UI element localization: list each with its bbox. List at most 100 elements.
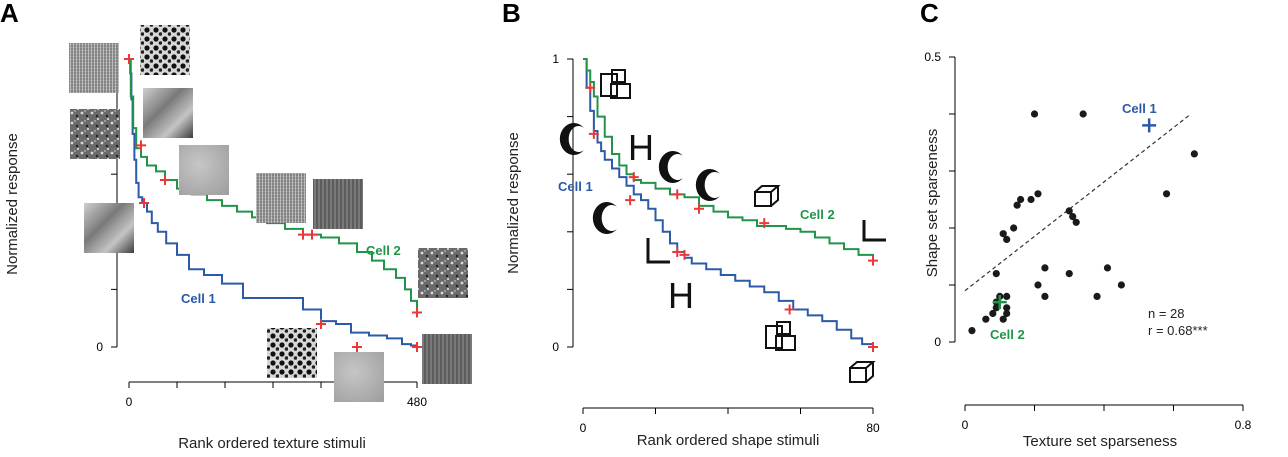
texture-thumbnail — [313, 179, 363, 229]
scatter-point — [982, 315, 990, 323]
stimulus-marker — [672, 246, 683, 257]
panel-c-x-axis-title: Texture set sparseness — [1023, 433, 1177, 450]
texture-thumbnail — [418, 248, 468, 298]
panel-letter-a: A — [0, 0, 19, 28]
y-tick-label: 0 — [934, 335, 941, 349]
stimulus-marker — [625, 195, 636, 206]
panel-c-cell1-label: Cell 1 — [1122, 101, 1157, 116]
panel-c-fit-line — [964, 113, 1192, 292]
scatter-point — [1093, 292, 1101, 300]
stimulus-marker — [588, 128, 599, 139]
stimulus-marker — [139, 198, 149, 208]
scatter-point — [1017, 195, 1025, 204]
panel-a-markers — [124, 54, 422, 352]
scatter-point — [1003, 235, 1011, 243]
x-tick-label: 0.8 — [1235, 418, 1252, 432]
texture-thumbnail — [267, 328, 317, 378]
scatter-point — [1034, 281, 1042, 289]
stimulus-marker — [298, 229, 308, 240]
stimulus-marker — [868, 342, 878, 352]
stimulus-marker — [759, 218, 770, 229]
panel-a-series — [129, 58, 418, 347]
stimulus-marker — [124, 54, 134, 64]
stimulus-marker — [784, 304, 795, 315]
x-tick-label: 480 — [407, 395, 427, 409]
scatter-point — [968, 327, 976, 335]
cube-shape-icon — [849, 361, 876, 383]
panel-b-axes: 0 80 0 1 — [552, 52, 880, 435]
y-tick-label: 0 — [96, 340, 103, 354]
scatter-point — [1065, 270, 1073, 278]
stimulus-marker — [160, 174, 170, 185]
stimulus-marker — [136, 140, 146, 151]
h-letter-shape-icon: H — [668, 275, 694, 316]
scatter-point — [1065, 207, 1073, 215]
stat-n: n = 28 — [1148, 306, 1185, 321]
texture-thumbnail — [422, 334, 472, 384]
panel-a-x-axis-title: Rank ordered texture stimuli — [178, 435, 366, 452]
panel-b-cell1-label: Cell 1 — [558, 179, 593, 194]
texture-thumbnail — [84, 203, 134, 253]
stimulus-marker — [412, 342, 422, 352]
cell1-response-line — [583, 58, 874, 347]
texture-thumbnail — [334, 352, 384, 402]
stacked-boxes-shape-icon — [600, 69, 631, 99]
stat-r: r = 0.68*** — [1148, 323, 1208, 338]
y-tick-label: 0 — [552, 340, 559, 354]
x-tick-label: 80 — [866, 421, 880, 435]
l-shape-icon — [646, 238, 670, 264]
scatter-point — [1117, 281, 1125, 289]
cell1-response-line — [129, 58, 418, 347]
scatter-point — [1034, 190, 1042, 198]
panel-letter-c: C — [920, 0, 939, 28]
scatter-point — [1030, 110, 1039, 118]
texture-thumbnail — [70, 109, 120, 159]
panel-letter-b: B — [502, 0, 521, 28]
panel-b-x-axis-title: Rank ordered shape stimuli — [637, 432, 820, 449]
stimulus-marker — [585, 82, 596, 93]
crescent-shape-icon — [559, 122, 584, 155]
texture-thumbnail — [140, 25, 190, 75]
scatter-point — [1103, 264, 1112, 272]
panel-b-cell2-label: Cell 2 — [800, 207, 835, 222]
scatter-point — [1010, 224, 1018, 232]
scatter-point — [992, 270, 1000, 278]
panel-c-y-axis-title: Shape set sparseness — [924, 129, 941, 277]
texture-thumbnail — [179, 145, 229, 195]
x-tick-label: 0 — [962, 418, 969, 432]
stimulus-marker — [679, 249, 690, 260]
stimulus-marker — [868, 255, 878, 266]
panel-c-cell2-label: Cell 2 — [990, 327, 1025, 342]
l-shape-icon — [862, 220, 886, 242]
texture-thumbnail — [69, 43, 119, 93]
panel-c-axes: 0 0.8 0 0.5 — [924, 50, 1251, 432]
h-letter-shape-icon: H — [628, 127, 654, 168]
panel-c-points — [968, 110, 1198, 335]
x-tick-label: 0 — [580, 421, 587, 435]
stimulus-marker — [628, 172, 639, 183]
scatter-point — [1003, 304, 1011, 312]
panel-b-markers — [585, 82, 878, 352]
panel-a-cell2-label: Cell 2 — [366, 243, 401, 258]
texture-thumbnail — [256, 173, 306, 223]
stimulus-marker — [307, 229, 317, 240]
crescent-shape-icon — [658, 150, 683, 183]
scatter-point — [999, 315, 1007, 323]
stimulus-marker — [352, 342, 362, 352]
scatter-point — [992, 304, 1000, 312]
panel-b-shape-chart: 0 80 0 1 Rank ordered shape stimuli Normali… — [505, 52, 886, 449]
stimulus-marker — [694, 203, 704, 214]
scatter-point — [1162, 190, 1171, 198]
crescent-shape-icon — [695, 169, 720, 201]
scatter-point — [1079, 110, 1087, 118]
panel-a-y-axis-title: Normalized response — [4, 133, 21, 275]
cell2-response-line — [129, 58, 418, 313]
scatter-point — [1190, 150, 1198, 158]
texture-thumbnail — [143, 88, 193, 138]
panel-b-series — [583, 58, 874, 347]
stimulus-marker — [672, 189, 683, 200]
scatter-point — [1003, 292, 1011, 300]
x-tick-label: 0 — [126, 395, 133, 409]
stimulus-marker — [316, 318, 326, 329]
